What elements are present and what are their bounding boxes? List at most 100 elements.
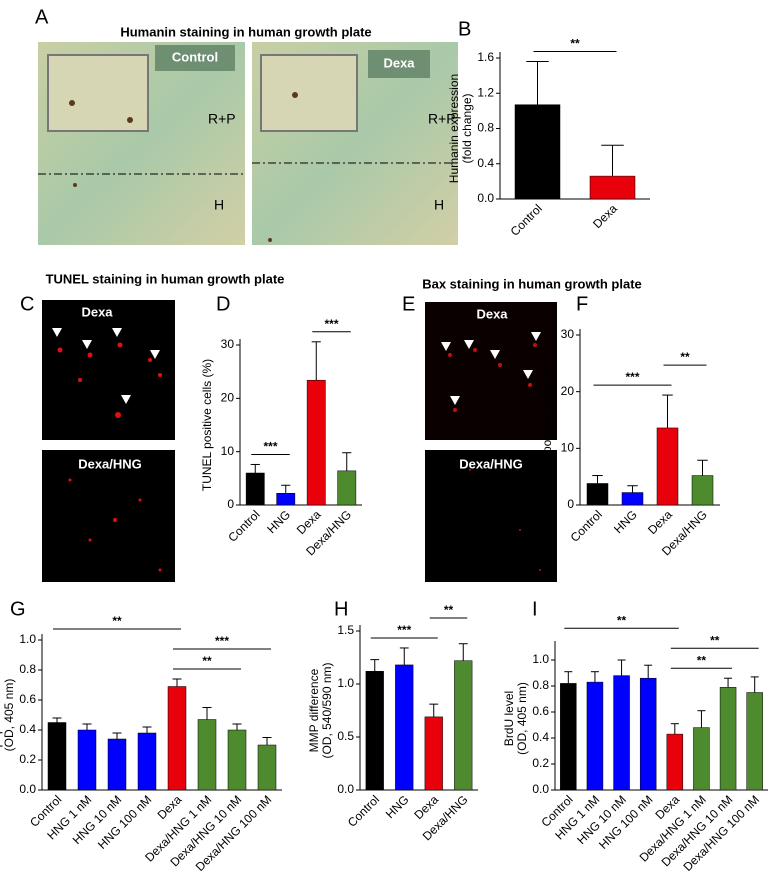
panel-label: G (10, 598, 26, 620)
y-tick-label: 0.2 (532, 756, 549, 770)
image-label: Dexa/HNG (78, 456, 142, 471)
image-title: Bax staining in human growth plate (422, 276, 642, 291)
y-tick-label: 10 (561, 441, 575, 455)
significance-label: ** (710, 633, 720, 647)
bar (746, 692, 763, 791)
zone-label: H (214, 197, 224, 213)
bar (666, 733, 684, 791)
bar (167, 686, 187, 791)
image-label: Control (172, 49, 218, 64)
bar (560, 683, 577, 791)
y-tick-label: 0.0 (19, 782, 36, 796)
bar (77, 729, 97, 791)
x-tick-label: Control (345, 792, 382, 829)
y-tick-label: 0 (227, 497, 234, 511)
bar (137, 732, 157, 791)
y-tick-label: 0.8 (477, 121, 494, 135)
bar (656, 427, 679, 506)
zone-label: R+P (208, 111, 236, 127)
significance-label: ** (444, 603, 454, 617)
image-label: Dexa/HNG (459, 456, 523, 471)
y-axis-label: (OD, 540/590 nm) (320, 662, 334, 758)
micrograph (252, 42, 458, 245)
y-tick-label: 0 (567, 497, 574, 511)
bar (276, 493, 296, 506)
bar (227, 729, 247, 791)
bar (245, 472, 265, 506)
image-label: Dexa (476, 306, 508, 321)
bar (424, 716, 443, 791)
panel-label: E (402, 293, 415, 315)
image-title: Humanin staining in human growth plate (120, 24, 371, 39)
bar (719, 687, 737, 791)
bar (197, 719, 217, 791)
significance-label: ** (680, 350, 690, 364)
y-tick-label: 30 (221, 337, 235, 351)
bar (621, 492, 644, 506)
y-axis-label: (OD, 405 nm) (515, 682, 529, 755)
panel-label: D (216, 293, 230, 315)
y-axis-label: (fold change) (460, 93, 474, 163)
y-tick-label: 1.6 (477, 50, 494, 64)
significance-label: *** (324, 317, 338, 331)
y-tick-label: 1.0 (532, 652, 549, 666)
panel-label: C (20, 293, 34, 315)
panel-label: H (334, 598, 348, 620)
x-tick-label: Control (568, 507, 605, 544)
y-axis-label: (OD, 405 nm) (2, 679, 16, 752)
y-tick-label: 10 (221, 444, 235, 458)
y-axis-label: BrdU level (502, 691, 516, 746)
zone-label: H (434, 197, 444, 213)
fluorescence-image (42, 300, 175, 582)
y-tick-label: 0.8 (19, 662, 36, 676)
y-tick-label: 20 (221, 391, 235, 405)
significance-label: ** (697, 653, 707, 667)
panel-label: F (576, 293, 588, 315)
bar (257, 744, 277, 791)
bar (639, 677, 657, 791)
image-label: Dexa (81, 304, 113, 319)
y-tick-label: 0.6 (532, 704, 549, 718)
x-tick-label: Control (225, 507, 262, 544)
panel-label: I (532, 598, 538, 620)
x-tick-label: HNG (383, 792, 412, 821)
bar (514, 104, 561, 200)
fluorescence-image (425, 302, 557, 582)
significance-label: *** (263, 440, 277, 454)
significance-label: ** (617, 613, 627, 627)
y-tick-label: 0.4 (477, 156, 494, 170)
significance-label: ** (570, 37, 580, 51)
bar (107, 738, 127, 791)
y-tick-label: 0.8 (532, 678, 549, 692)
y-tick-label: 0.0 (532, 782, 549, 796)
x-tick-label: Dexa (645, 507, 675, 537)
y-tick-label: 0.6 (19, 692, 36, 706)
significance-label: ** (202, 654, 212, 668)
bar (365, 671, 384, 791)
image-title: TUNEL staining in human growth plate (46, 271, 285, 286)
y-tick-label: 1.0 (19, 632, 36, 646)
image-label: Dexa (383, 55, 415, 70)
y-tick-label: 1.0 (337, 676, 354, 690)
y-tick-label: 20 (561, 384, 575, 398)
y-tick-label: 0.4 (532, 730, 549, 744)
significance-label: *** (397, 623, 411, 637)
bar (395, 664, 414, 791)
micrograph (38, 42, 245, 245)
bar (337, 470, 357, 506)
bar (586, 681, 604, 791)
zone-label: R+P (428, 111, 456, 127)
bar (613, 675, 630, 791)
bar (589, 175, 636, 200)
x-tick-label: HNG (611, 507, 640, 536)
bar (693, 727, 710, 791)
bar (306, 379, 326, 506)
bar (691, 475, 714, 506)
panel-label: A (35, 6, 49, 28)
y-tick-label: 1.2 (477, 85, 494, 99)
y-axis-label: Humanin expression (447, 74, 461, 183)
y-tick-label: 0.0 (477, 191, 494, 205)
significance-label: *** (625, 370, 639, 384)
significance-label: *** (215, 634, 229, 648)
